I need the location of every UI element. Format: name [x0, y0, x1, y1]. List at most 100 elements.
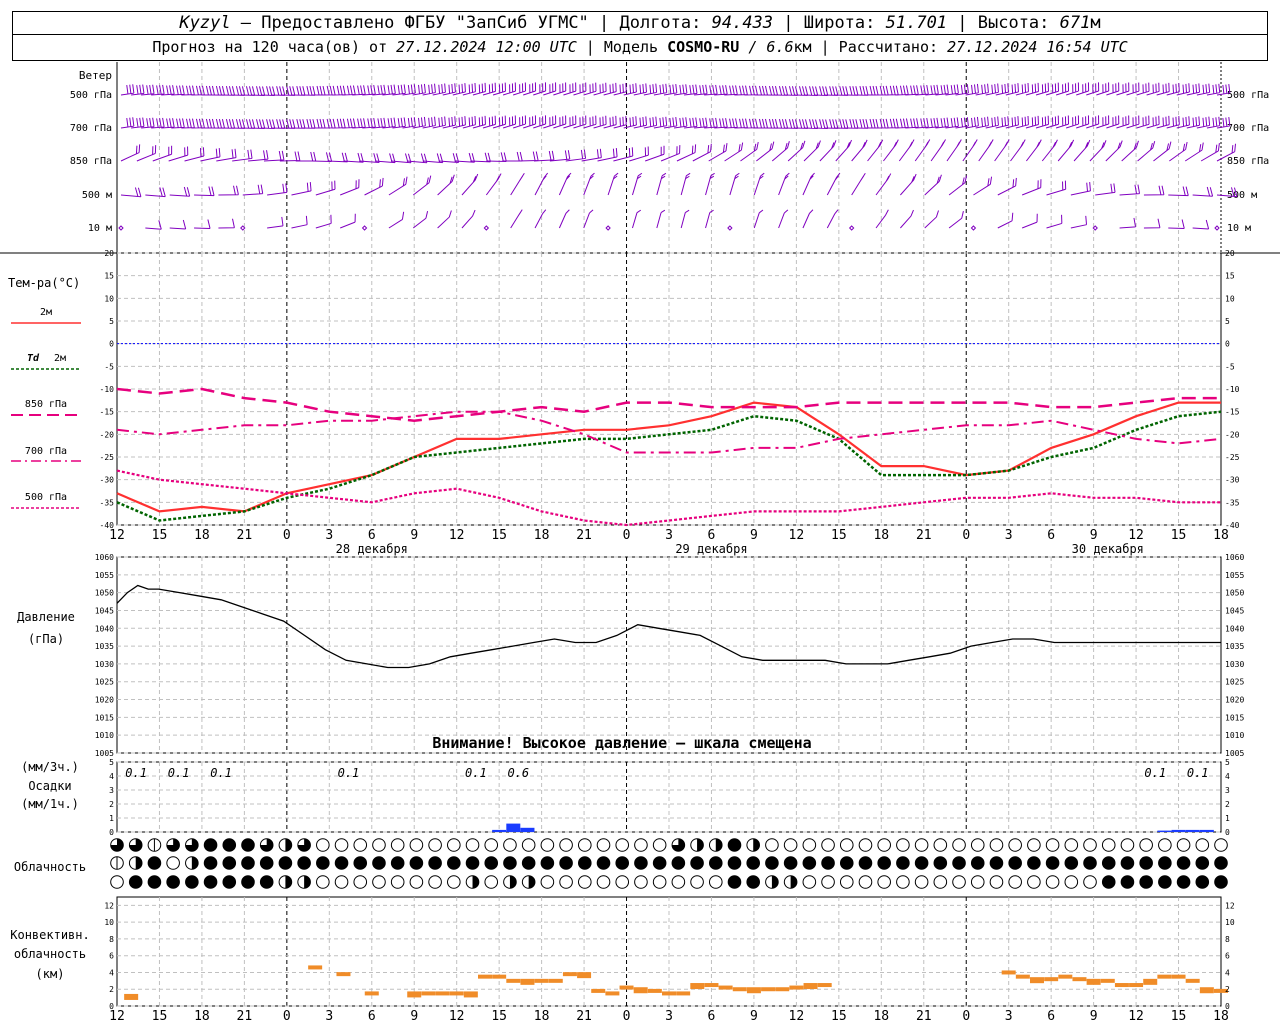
cloud-cover-icon	[334, 875, 349, 889]
wind-barb	[534, 172, 549, 196]
conv-cloud-bar	[1129, 983, 1144, 988]
wind-barb	[442, 83, 456, 96]
wind-barb	[565, 149, 587, 162]
wind-barb	[1216, 116, 1231, 129]
conv-cloud-bar	[1171, 974, 1186, 979]
cloud-cover-icon	[1139, 856, 1153, 870]
wind-barb	[161, 118, 175, 129]
wind-barb	[573, 115, 587, 129]
pres-ytick-right: 1050	[1225, 589, 1244, 598]
wind-barb	[865, 85, 879, 96]
station-name: Kyzyl	[179, 13, 231, 33]
cloud-cover-icon	[783, 838, 798, 852]
wind-barb	[1146, 82, 1160, 96]
cloud-cover-icon	[1027, 875, 1041, 889]
wind-barb	[523, 82, 537, 96]
wind-barb	[241, 119, 256, 129]
hour-label-top: 18	[194, 528, 210, 543]
cloud-cover-icon	[634, 856, 648, 870]
wind-barb	[704, 117, 718, 129]
wind-barb	[1086, 115, 1100, 129]
cloud-cover-icon	[727, 856, 742, 870]
wind-barb	[985, 116, 999, 129]
wind-barb	[694, 84, 708, 96]
temp-ytick-left: -20	[100, 430, 115, 439]
wind-calm-icon	[1092, 225, 1098, 231]
conv-cloud-bar	[690, 983, 705, 990]
wind-barb	[169, 219, 187, 230]
pres-ytick-left: 1035	[95, 642, 114, 651]
wind-barb	[1089, 140, 1107, 162]
wind-barb	[692, 143, 712, 162]
wind-barb	[1015, 115, 1029, 129]
wind-barb	[844, 119, 859, 129]
cloud-cover-icon	[933, 838, 948, 852]
wind-barb	[161, 85, 175, 96]
precip-bar	[1157, 830, 1172, 832]
hour-label-bottom: 6	[708, 1009, 716, 1024]
cloud-cover-icon	[690, 856, 704, 870]
hour-label-bottom: 12	[1128, 1009, 1144, 1024]
wind-barb	[985, 83, 999, 96]
conv-ytick-right: 6	[1225, 952, 1230, 961]
conv-cloud-bar	[704, 983, 719, 988]
pres-ytick-left: 1020	[95, 696, 114, 705]
header-forecast-line: Прогноз на 120 часа(ов) от 27.12.2024 12…	[12, 34, 1268, 61]
pres-ytick-left: 1050	[95, 589, 114, 598]
cloud-cover-icon	[1027, 856, 1041, 870]
wind-barb	[623, 83, 637, 96]
cloud-cover-icon	[372, 838, 386, 852]
cloud-half-icon	[191, 856, 199, 870]
conv-cloud-bar	[619, 985, 634, 990]
wind-barb	[120, 187, 142, 198]
wind-barb	[372, 117, 386, 129]
wind-barb	[997, 177, 1017, 196]
cloud-cover-icon	[1214, 838, 1228, 852]
wind-barb	[232, 149, 253, 162]
precip-data-label: 0.1	[210, 766, 232, 780]
wind-barb	[251, 119, 266, 129]
wind-barb	[1146, 115, 1160, 129]
wind-barb	[784, 119, 799, 129]
cloud-half-icon	[472, 875, 479, 889]
cloud-cover-icon	[970, 856, 985, 870]
cloud-cover-icon	[615, 856, 630, 870]
wind-barb	[291, 119, 306, 129]
wind-barb	[835, 139, 852, 162]
wind-barb	[754, 85, 768, 96]
precip-bar	[506, 823, 521, 832]
wind-level-label-left: 10 м	[88, 223, 112, 234]
wind-barb	[962, 139, 978, 162]
wind-barb	[623, 116, 637, 129]
conv-cloud-bar	[1072, 977, 1087, 982]
wind-barb	[826, 172, 841, 196]
legend-td-level: 2м	[54, 353, 66, 364]
cloud-cover-icon	[147, 856, 162, 870]
legend-700-label: 700 гПа	[25, 446, 67, 457]
wind-barb	[925, 84, 939, 96]
wind-barb	[1046, 180, 1067, 196]
wind-barb	[1184, 142, 1204, 162]
cloud-cover-icon	[1008, 856, 1022, 870]
legend-td-label: Td	[27, 353, 40, 364]
wind-barb	[1021, 179, 1042, 196]
calc-label: | Рассчитано:	[811, 38, 948, 56]
wind-barb	[694, 117, 708, 129]
wind-barb	[352, 118, 366, 129]
conv-cloud-bar	[662, 991, 676, 996]
conv-ytick-right: 8	[1225, 935, 1230, 944]
wind-barb	[875, 209, 889, 229]
wind-barb	[764, 118, 779, 129]
prec-ytick-right: 0	[1225, 828, 1230, 837]
pres-ytick-left: 1010	[95, 731, 114, 740]
pres-ytick-right: 1040	[1225, 624, 1244, 633]
altitude-unit: м	[1090, 13, 1101, 33]
wind-barb	[756, 141, 775, 162]
hour-label-bottom: 3	[1005, 1009, 1013, 1024]
hour-label-bottom: 12	[109, 1009, 125, 1024]
hour-label-top: 0	[283, 528, 291, 543]
wind-barb	[744, 85, 758, 96]
pressure-title: Давление	[17, 610, 75, 624]
wind-barb	[656, 172, 667, 196]
prec-ytick-right: 1	[1225, 814, 1230, 823]
